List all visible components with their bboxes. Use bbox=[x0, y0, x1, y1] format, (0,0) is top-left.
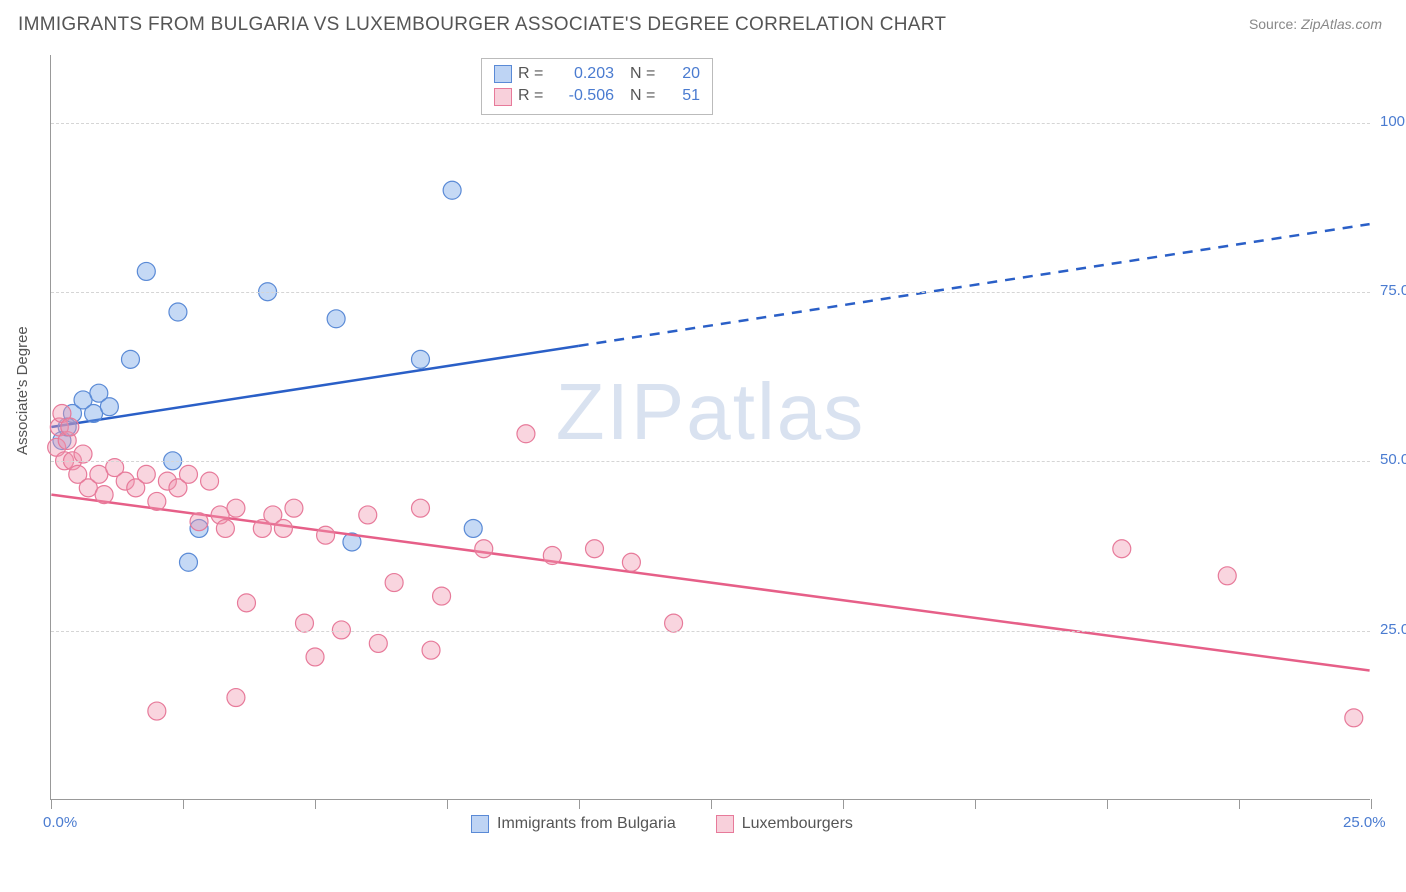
data-point-luxembourg bbox=[412, 499, 430, 517]
swatch-pink-icon bbox=[716, 815, 734, 833]
swatch-blue-icon bbox=[471, 815, 489, 833]
source-label: Source: bbox=[1249, 16, 1297, 32]
data-point-luxembourg bbox=[665, 614, 683, 632]
data-point-luxembourg bbox=[216, 519, 234, 537]
swatch-blue-icon bbox=[494, 65, 512, 83]
data-point-luxembourg bbox=[137, 465, 155, 483]
data-point-luxembourg bbox=[359, 506, 377, 524]
data-point-luxembourg bbox=[148, 492, 166, 510]
data-point-luxembourg bbox=[190, 513, 208, 531]
x-tick-label: 0.0% bbox=[43, 814, 77, 831]
gridline bbox=[51, 631, 1370, 632]
x-tick bbox=[447, 799, 448, 809]
data-point-luxembourg bbox=[1218, 567, 1236, 585]
data-point-luxembourg bbox=[227, 499, 245, 517]
data-point-luxembourg bbox=[586, 540, 604, 558]
data-point-luxembourg bbox=[433, 587, 451, 605]
data-point-luxembourg bbox=[622, 553, 640, 571]
y-tick-label: 100.0% bbox=[1380, 113, 1406, 130]
data-point-luxembourg bbox=[95, 486, 113, 504]
r-value-bulgaria: 0.203 bbox=[560, 63, 624, 85]
source-attribution: Source: ZipAtlas.com bbox=[1249, 16, 1382, 32]
n-value-luxembourg: 51 bbox=[666, 85, 700, 107]
data-point-luxembourg bbox=[179, 465, 197, 483]
data-point-luxembourg bbox=[61, 418, 79, 436]
legend-row-bulgaria: R = 0.203 N = 20 bbox=[494, 63, 700, 85]
y-axis-label: Associate's Degree bbox=[14, 326, 31, 455]
data-point-bulgaria bbox=[179, 553, 197, 571]
data-point-luxembourg bbox=[1345, 709, 1363, 727]
data-point-luxembourg bbox=[517, 425, 535, 443]
trendline-bulgaria-dashed bbox=[579, 224, 1370, 346]
r-value-luxembourg: -0.506 bbox=[560, 85, 624, 107]
data-point-luxembourg bbox=[385, 574, 403, 592]
chart-container: Associate's Degree ZIPatlas R = 0.203 N … bbox=[0, 55, 1406, 875]
gridline bbox=[51, 461, 1370, 462]
data-point-luxembourg bbox=[306, 648, 324, 666]
data-point-bulgaria bbox=[464, 519, 482, 537]
data-point-luxembourg bbox=[285, 499, 303, 517]
y-tick-label: 75.0% bbox=[1380, 282, 1406, 299]
gridline bbox=[51, 123, 1370, 124]
gridline bbox=[51, 292, 1370, 293]
data-point-luxembourg bbox=[148, 702, 166, 720]
x-tick bbox=[1239, 799, 1240, 809]
correlation-legend: R = 0.203 N = 20 R = -0.506 N = 51 bbox=[481, 58, 713, 115]
data-point-luxembourg bbox=[274, 519, 292, 537]
data-point-luxembourg bbox=[227, 689, 245, 707]
plot-area: ZIPatlas R = 0.203 N = 20 R = -0.506 N =… bbox=[50, 55, 1370, 800]
data-point-luxembourg bbox=[422, 641, 440, 659]
legend-item-bulgaria: Immigrants from Bulgaria bbox=[471, 815, 676, 833]
swatch-pink-icon bbox=[494, 88, 512, 106]
y-tick-label: 50.0% bbox=[1380, 451, 1406, 468]
data-point-luxembourg bbox=[317, 526, 335, 544]
data-point-luxembourg bbox=[543, 547, 561, 565]
data-point-bulgaria bbox=[327, 310, 345, 328]
series-legend: Immigrants from Bulgaria Luxembourgers bbox=[471, 815, 853, 833]
n-label: N = bbox=[630, 85, 660, 107]
data-point-bulgaria bbox=[121, 350, 139, 368]
data-point-bulgaria bbox=[443, 181, 461, 199]
data-point-luxembourg bbox=[237, 594, 255, 612]
data-point-bulgaria bbox=[169, 303, 187, 321]
r-label: R = bbox=[518, 85, 554, 107]
x-tick bbox=[1371, 799, 1372, 809]
data-point-luxembourg bbox=[369, 634, 387, 652]
legend-row-luxembourg: R = -0.506 N = 51 bbox=[494, 85, 700, 107]
legend-item-luxembourg: Luxembourgers bbox=[716, 815, 853, 833]
data-point-luxembourg bbox=[295, 614, 313, 632]
x-tick bbox=[51, 799, 52, 809]
x-tick bbox=[183, 799, 184, 809]
legend-label-luxembourg: Luxembourgers bbox=[742, 815, 853, 833]
x-tick bbox=[711, 799, 712, 809]
data-point-bulgaria bbox=[137, 262, 155, 280]
x-tick bbox=[1107, 799, 1108, 809]
trendline-luxembourg bbox=[51, 495, 1369, 671]
y-tick-label: 25.0% bbox=[1380, 621, 1406, 638]
legend-label-bulgaria: Immigrants from Bulgaria bbox=[497, 815, 676, 833]
source-value: ZipAtlas.com bbox=[1301, 16, 1382, 32]
data-point-luxembourg bbox=[475, 540, 493, 558]
data-point-bulgaria bbox=[100, 398, 118, 416]
x-tick bbox=[579, 799, 580, 809]
plot-svg bbox=[51, 55, 1370, 799]
data-point-luxembourg bbox=[74, 445, 92, 463]
x-tick-label: 25.0% bbox=[1343, 814, 1386, 831]
n-label: N = bbox=[630, 63, 660, 85]
r-label: R = bbox=[518, 63, 554, 85]
chart-title: IMMIGRANTS FROM BULGARIA VS LUXEMBOURGER… bbox=[18, 14, 946, 36]
x-tick bbox=[843, 799, 844, 809]
n-value-bulgaria: 20 bbox=[666, 63, 700, 85]
data-point-bulgaria bbox=[412, 350, 430, 368]
data-point-luxembourg bbox=[1113, 540, 1131, 558]
x-tick bbox=[315, 799, 316, 809]
data-point-luxembourg bbox=[201, 472, 219, 490]
x-tick bbox=[975, 799, 976, 809]
